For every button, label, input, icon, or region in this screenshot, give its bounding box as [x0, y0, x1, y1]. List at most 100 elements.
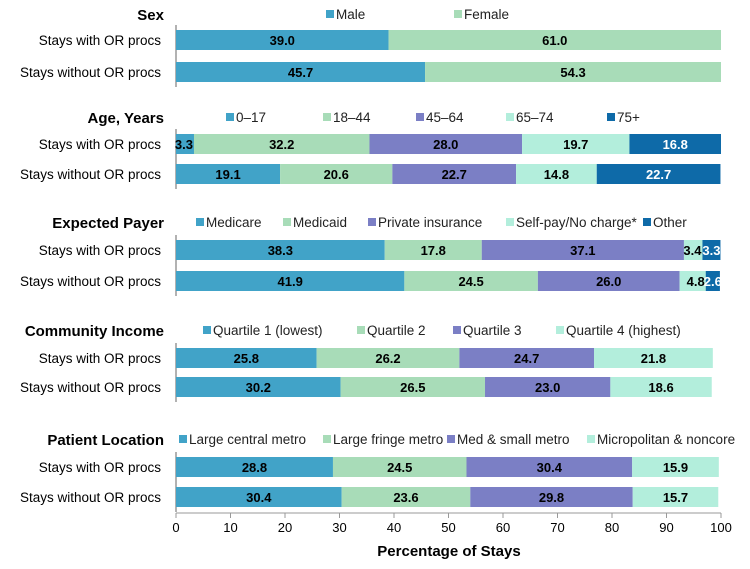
- panel-title: Sex: [137, 7, 164, 24]
- panel-title: Community Income: [25, 323, 164, 340]
- legend-swatch: [357, 326, 365, 334]
- data-label: 14.8: [544, 167, 569, 182]
- bar-segment: [425, 62, 721, 82]
- legend-swatch: [326, 10, 334, 18]
- bar-segment: [466, 457, 633, 477]
- panel-title: Age, Years: [88, 110, 164, 127]
- category-label: Stays without OR procs: [20, 65, 161, 80]
- data-label: 20.6: [324, 167, 349, 182]
- x-tick-label: 70: [550, 520, 564, 535]
- legend-swatch: [506, 113, 514, 121]
- panel-title: Expected Payer: [52, 215, 164, 232]
- data-label: 26.5: [400, 380, 425, 395]
- bar-segment: [369, 134, 523, 154]
- x-axis-label: Percentage of Stays: [377, 543, 521, 560]
- data-label: 19.7: [563, 137, 588, 152]
- bar-segment: [632, 487, 719, 507]
- data-label: 19.1: [215, 167, 240, 182]
- bar-segment: [404, 271, 538, 291]
- bar-segment: [176, 134, 194, 154]
- data-label: 3.4: [683, 243, 702, 258]
- data-label: 2.6: [704, 274, 722, 289]
- data-label: 30.2: [246, 380, 271, 395]
- bar-segment: [596, 164, 721, 184]
- legend-label: 0–17: [236, 110, 266, 125]
- legend-label: 45–64: [426, 110, 464, 125]
- data-label: 38.3: [268, 243, 293, 258]
- data-label: 17.8: [421, 243, 446, 258]
- legend-label: Other: [653, 215, 687, 230]
- bar-segment: [316, 348, 460, 368]
- legend-label: 18–44: [333, 110, 371, 125]
- data-label: 24.5: [458, 274, 483, 289]
- data-label: 21.8: [641, 351, 666, 366]
- legend-swatch: [323, 435, 331, 443]
- bar-segment: [176, 457, 333, 477]
- data-label: 54.3: [560, 65, 585, 80]
- bar-segment: [537, 271, 680, 291]
- legend-swatch: [447, 435, 455, 443]
- legend-label: Medicaid: [293, 215, 347, 230]
- legend-label: Large fringe metro: [333, 432, 443, 447]
- bar-segment: [193, 134, 370, 154]
- bar-segment: [384, 240, 482, 260]
- data-label: 3.3: [702, 243, 720, 258]
- data-label: 26.2: [375, 351, 400, 366]
- bar-segment: [176, 30, 389, 50]
- bar-segment: [340, 377, 486, 397]
- x-tick-label: 20: [278, 520, 292, 535]
- legend-swatch: [283, 218, 291, 226]
- bar-segment: [341, 487, 471, 507]
- bar-segment: [610, 377, 712, 397]
- category-label: Stays without OR procs: [20, 167, 161, 182]
- x-tick-label: 50: [441, 520, 455, 535]
- data-label: 25.8: [234, 351, 259, 366]
- legend-label: 65–74: [516, 110, 554, 125]
- data-label: 22.7: [646, 167, 671, 182]
- data-label: 28.8: [242, 460, 267, 475]
- legend-swatch: [556, 326, 564, 334]
- x-tick-label: 100: [710, 520, 732, 535]
- bar-segment: [332, 457, 467, 477]
- legend-swatch: [368, 218, 376, 226]
- data-label: 23.6: [393, 490, 418, 505]
- bar-segment: [280, 164, 393, 184]
- data-label: 24.5: [387, 460, 412, 475]
- bar-segment: [594, 348, 713, 368]
- data-label: 39.0: [270, 33, 295, 48]
- legend-swatch: [179, 435, 187, 443]
- legend-label: Quartile 4 (highest): [566, 323, 681, 338]
- bar-segment: [522, 134, 630, 154]
- legend-swatch: [203, 326, 211, 334]
- legend-swatch: [226, 113, 234, 121]
- category-label: Stays with OR procs: [39, 243, 162, 258]
- data-label: 15.9: [663, 460, 688, 475]
- data-label: 18.6: [648, 380, 673, 395]
- legend-swatch: [607, 113, 615, 121]
- x-tick-label: 40: [387, 520, 401, 535]
- bar-segment: [683, 240, 703, 260]
- category-label: Stays with OR procs: [39, 460, 162, 475]
- bar-segment: [516, 164, 597, 184]
- data-label: 22.7: [442, 167, 467, 182]
- bar-segment: [679, 271, 706, 291]
- legend-label: Medicare: [206, 215, 262, 230]
- data-label: 24.7: [514, 351, 539, 366]
- x-tick-label: 30: [332, 520, 346, 535]
- category-label: Stays without OR procs: [20, 274, 161, 289]
- data-label: 61.0: [542, 33, 567, 48]
- legend-label: Micropolitan & noncore: [597, 432, 735, 447]
- category-label: Stays with OR procs: [39, 137, 162, 152]
- legend-swatch: [323, 113, 331, 121]
- x-tick-label: 90: [659, 520, 673, 535]
- data-label: 23.0: [535, 380, 560, 395]
- legend-swatch: [416, 113, 424, 121]
- panel-title: Patient Location: [47, 432, 164, 449]
- bar-segment: [176, 271, 405, 291]
- bar-segment: [470, 487, 633, 507]
- x-tick-label: 10: [223, 520, 237, 535]
- x-tick-label: 60: [496, 520, 510, 535]
- legend-label: Private insurance: [378, 215, 482, 230]
